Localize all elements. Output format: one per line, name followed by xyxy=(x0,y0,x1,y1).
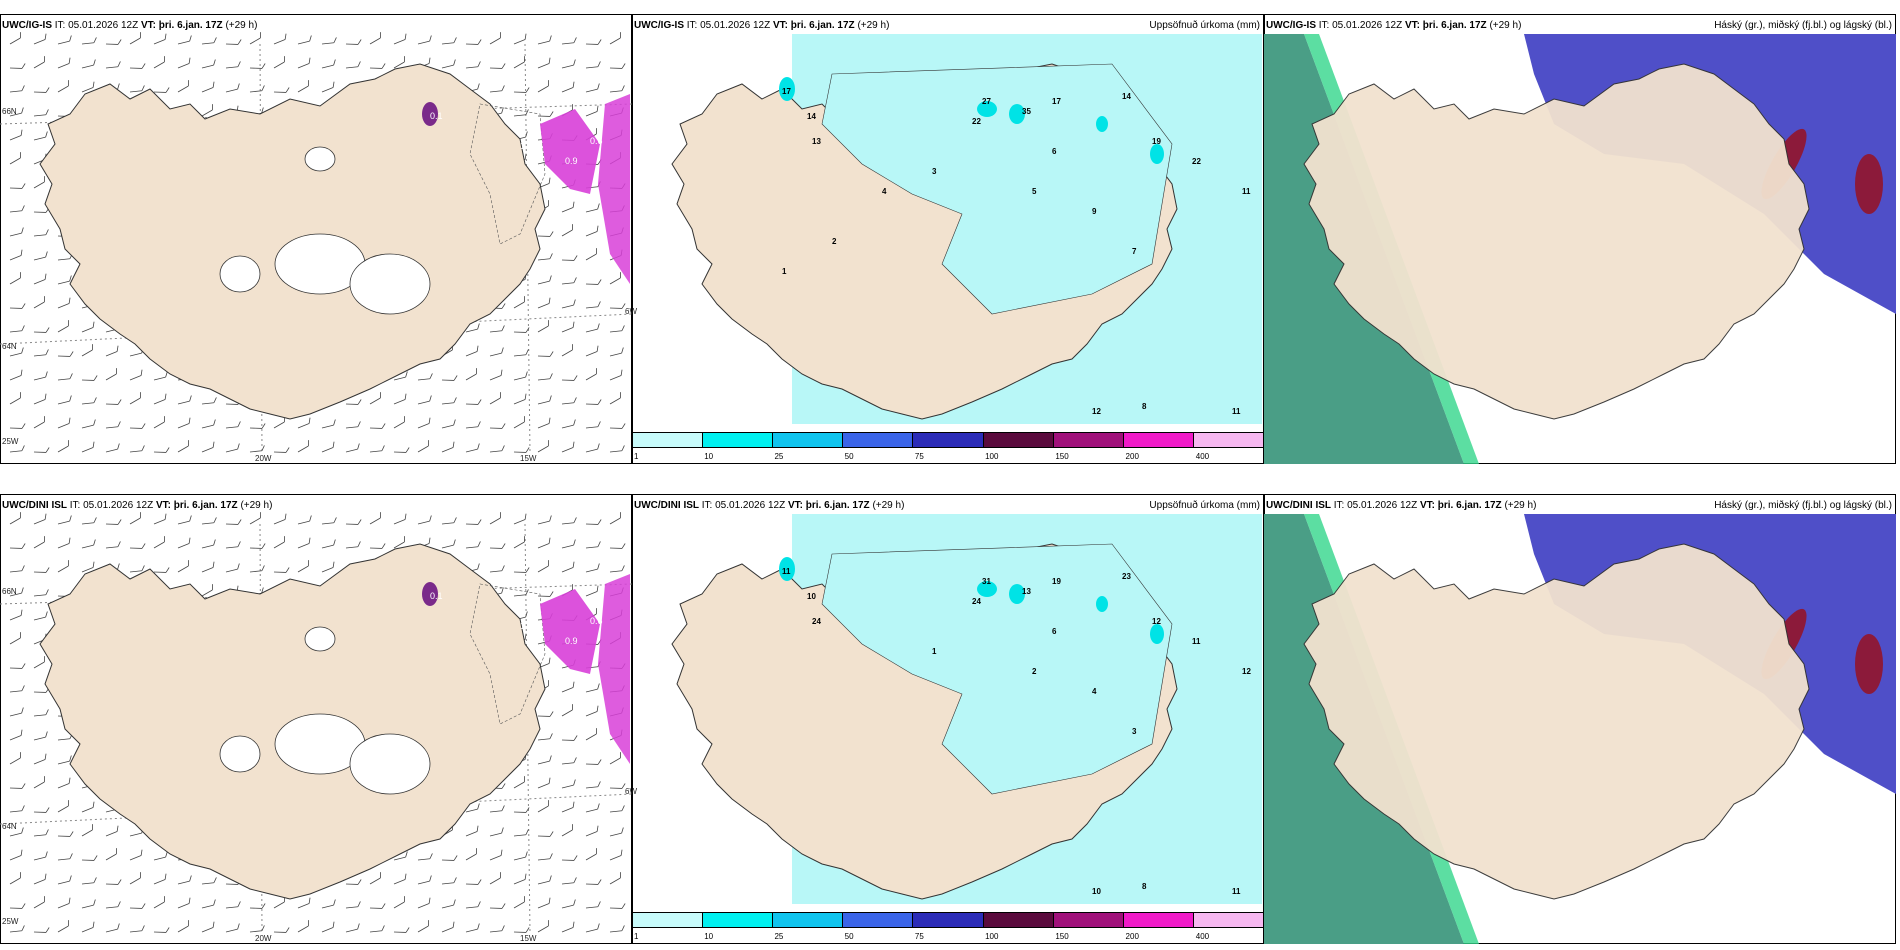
it-value: 05.01.2026 12Z xyxy=(700,20,771,31)
lead-time: (+29 h) xyxy=(857,20,890,31)
cloud-title-bottom: Háský (gr.), miðský (fj.bl.) og lágský (… xyxy=(1714,500,1892,511)
cloud-title-top: Háský (gr.), miðský (fj.bl.) og lágský (… xyxy=(1714,20,1892,31)
colorbar-swatch xyxy=(633,913,704,927)
colorbar-swatch xyxy=(843,913,914,927)
colorbar-swatch xyxy=(913,433,984,447)
colorbar-top xyxy=(632,432,1264,448)
vt-label: VT: xyxy=(1419,500,1435,511)
colorbar-swatch xyxy=(1193,433,1263,447)
vt-label: VT: xyxy=(155,500,171,511)
colorbar-swatch xyxy=(773,433,844,447)
lead-time: (+29 h) xyxy=(225,20,258,31)
vt-value: þri. 6.jan. 17Z xyxy=(805,500,870,511)
header-precip-bottom: UWC/DINI ISL IT: 05.01.2026 12Z VT: þri.… xyxy=(634,500,904,511)
lead-time: (+29 h) xyxy=(1504,500,1537,511)
colorbar-tick: 25 xyxy=(774,932,784,941)
colorbar-bottom xyxy=(632,912,1264,928)
it-label: IT: xyxy=(701,500,713,511)
colorbar-tick: 100 xyxy=(985,452,999,461)
it-label: IT: xyxy=(54,20,66,31)
colorbar-swatch xyxy=(1053,433,1124,447)
header-wind-top: UWC/IG-IS IT: 05.01.2026 12Z VT: þri. 6.… xyxy=(2,20,257,31)
lead-time: (+29 h) xyxy=(872,500,905,511)
header-precip-top: UWC/IG-IS IT: 05.01.2026 12Z VT: þri. 6.… xyxy=(634,20,889,31)
model-name: UWC/IG-IS xyxy=(1266,20,1316,31)
precip-title-bottom: Uppsöfnuð úrkoma (mm) xyxy=(1149,500,1260,511)
colorbar-tick: 400 xyxy=(1195,932,1210,941)
it-label: IT: xyxy=(1333,500,1345,511)
colorbar-swatch xyxy=(1123,913,1194,927)
colorbar-swatch xyxy=(1053,913,1124,927)
header-cloud-bottom: UWC/DINI ISL IT: 05.01.2026 12Z VT: þri.… xyxy=(1266,500,1536,511)
cloud-panel-top xyxy=(1264,14,1896,464)
colorbar-tick: 150 xyxy=(1055,452,1069,461)
colorbar-swatch xyxy=(773,913,844,927)
vt-label: VT: xyxy=(1404,20,1420,31)
model-name: UWC/DINI ISL xyxy=(634,500,699,511)
vt-value: þri. 6.jan. 17Z xyxy=(1437,500,1502,511)
colorbar-tick: 100 xyxy=(985,932,999,941)
vt-value: þri. 6.jan. 17Z xyxy=(173,500,238,511)
colorbar-swatch xyxy=(1193,913,1263,927)
model-name: UWC/DINI ISL xyxy=(2,500,67,511)
precip-panel-bottom xyxy=(632,494,1264,944)
model-name: UWC/DINI ISL xyxy=(1266,500,1331,511)
colorbar-tick: 75 xyxy=(914,932,924,941)
colorbar-tick: 10 xyxy=(704,452,714,461)
colorbar-tick: 1 xyxy=(634,452,639,461)
precip-panel-top xyxy=(632,14,1264,464)
colorbar-ticks-top: 1 10 25 50 75 100 150 200 400 xyxy=(632,452,1264,462)
colorbar-swatch xyxy=(913,913,984,927)
vt-label: VT: xyxy=(787,500,803,511)
vt-value: þri. 6.jan. 17Z xyxy=(1422,20,1487,31)
precip-title-top: Uppsöfnuð úrkoma (mm) xyxy=(1149,20,1260,31)
colorbar-ticks-bottom: 1 10 25 50 75 100 150 200 400 xyxy=(632,932,1264,942)
it-label: IT: xyxy=(686,20,698,31)
colorbar-tick: 75 xyxy=(914,452,924,461)
it-value: 05.01.2026 12Z xyxy=(83,500,154,511)
wind-panel-top xyxy=(0,14,632,464)
colorbar-swatch xyxy=(1123,433,1194,447)
colorbar-tick: 50 xyxy=(844,452,854,461)
it-value: 05.01.2026 12Z xyxy=(68,20,139,31)
vt-value: þri. 6.jan. 17Z xyxy=(790,20,855,31)
colorbar-tick: 25 xyxy=(774,452,784,461)
colorbar-tick: 1 xyxy=(634,932,639,941)
colorbar-tick: 150 xyxy=(1055,932,1069,941)
header-wind-bottom: UWC/DINI ISL IT: 05.01.2026 12Z VT: þri.… xyxy=(2,500,272,511)
colorbar-swatch xyxy=(703,433,774,447)
lead-time: (+29 h) xyxy=(240,500,273,511)
colorbar-tick: 400 xyxy=(1195,452,1210,461)
header-cloud-top: UWC/IG-IS IT: 05.01.2026 12Z VT: þri. 6.… xyxy=(1266,20,1521,31)
it-label: IT: xyxy=(1318,20,1330,31)
colorbar-tick: 200 xyxy=(1125,932,1139,941)
it-value: 05.01.2026 12Z xyxy=(1332,20,1403,31)
colorbar-swatch xyxy=(843,433,914,447)
colorbar-tick: 10 xyxy=(704,932,714,941)
wind-panel-bottom xyxy=(0,494,632,944)
model-name: UWC/IG-IS xyxy=(634,20,684,31)
vt-value: þri. 6.jan. 17Z xyxy=(158,20,223,31)
it-value: 05.01.2026 12Z xyxy=(715,500,786,511)
colorbar-swatch xyxy=(983,433,1054,447)
colorbar-tick: 200 xyxy=(1125,452,1139,461)
model-name: UWC/IG-IS xyxy=(2,20,52,31)
lead-time: (+29 h) xyxy=(1489,20,1522,31)
colorbar-swatch xyxy=(703,913,774,927)
vt-label: VT: xyxy=(140,20,156,31)
colorbar-swatch xyxy=(983,913,1054,927)
it-value: 05.01.2026 12Z xyxy=(1347,500,1418,511)
colorbar-swatch xyxy=(633,433,704,447)
colorbar-tick: 50 xyxy=(844,932,854,941)
it-label: IT: xyxy=(69,500,81,511)
cloud-panel-bottom xyxy=(1264,494,1896,944)
vt-label: VT: xyxy=(772,20,788,31)
